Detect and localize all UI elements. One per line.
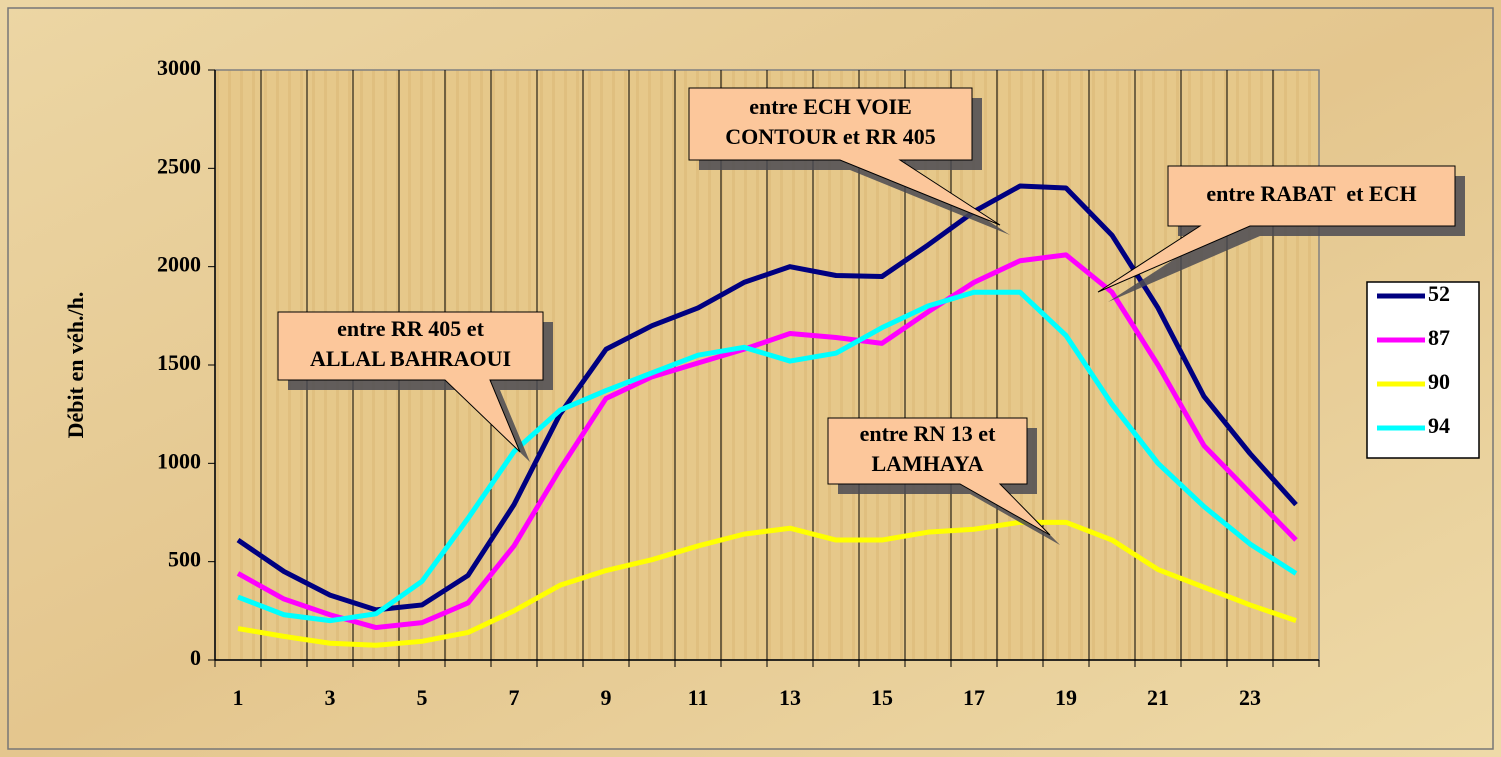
callout <box>277 311 544 453</box>
y-tick-label: 1500 <box>157 350 201 375</box>
legend <box>1366 281 1480 459</box>
x-tick-label: 3 <box>325 685 336 710</box>
series-line <box>236 252 1298 631</box>
annotation: entre RR 405 et <box>337 316 484 341</box>
legend-label: 90 <box>1428 369 1450 394</box>
x-tick-label: 19 <box>1055 685 1077 710</box>
series-line <box>236 183 1298 613</box>
x-tick-label: 11 <box>688 685 709 710</box>
y-axis-label: Débit en véh./h. <box>63 292 88 439</box>
annotation: LAMHAYA <box>871 451 983 476</box>
y-tick-label: 3000 <box>157 55 201 80</box>
y-tick-label: 0 <box>190 645 201 670</box>
annotation: entre RABAT et ECH <box>1206 181 1416 206</box>
series-line <box>237 519 1297 648</box>
callout <box>827 417 1051 536</box>
x-tick-label: 15 <box>871 685 893 710</box>
legend-label: 94 <box>1428 413 1450 438</box>
annotation: CONTOUR et RR 405 <box>725 124 935 149</box>
x-tick-label: 23 <box>1239 685 1261 710</box>
x-tick-label: 17 <box>963 685 985 710</box>
x-tick-label: 7 <box>509 685 520 710</box>
x-tick-label: 21 <box>1147 685 1169 710</box>
y-tick-label: 2000 <box>157 252 201 277</box>
x-tick-label: 9 <box>601 685 612 710</box>
annotation: entre ECH VOIE <box>749 94 912 119</box>
y-tick-label: 1000 <box>157 448 201 473</box>
callout <box>688 87 1001 226</box>
y-tick-label: 2500 <box>157 153 201 178</box>
callout <box>1097 165 1456 293</box>
legend-label: 52 <box>1428 281 1450 306</box>
x-tick-label: 13 <box>779 685 801 710</box>
y-tick-label: 500 <box>168 547 201 572</box>
x-tick-label: 1 <box>233 685 244 710</box>
annotation: ALLAL BAHRAOUI <box>310 346 511 371</box>
series-line <box>237 289 1298 624</box>
frame <box>7 7 1494 750</box>
annotation: entre RN 13 et <box>860 421 996 446</box>
legend-label: 87 <box>1428 325 1450 350</box>
x-tick-label: 5 <box>417 685 428 710</box>
